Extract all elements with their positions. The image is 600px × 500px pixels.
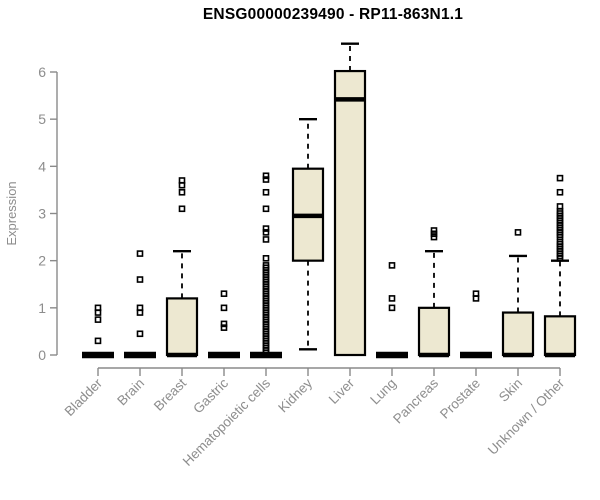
outlier-point <box>388 295 396 302</box>
box-group <box>291 117 325 351</box>
outlier-point <box>262 205 270 213</box>
box-iqr <box>543 315 577 357</box>
flat-box <box>208 351 240 359</box>
outlier-point <box>262 225 270 232</box>
x-tick-label: Lung <box>367 376 399 408</box>
y-tick-label: 0 <box>38 347 46 363</box>
outlier-point <box>94 337 102 345</box>
outlier-point <box>262 262 270 269</box>
x-tick-label: Liver <box>326 375 358 407</box>
outlier-point <box>178 188 186 196</box>
outlier-point <box>136 330 144 338</box>
box-group <box>165 177 199 358</box>
outlier-point <box>262 172 270 180</box>
outlier-point <box>262 255 270 262</box>
outlier-point <box>178 205 186 213</box>
outlier-point <box>262 188 270 196</box>
outlier-point <box>430 233 438 241</box>
outlier-point <box>178 177 186 184</box>
x-tick-label: Brain <box>114 376 147 409</box>
box-group <box>250 172 282 359</box>
x-tick-label: Prostate <box>437 376 483 422</box>
box-group <box>460 290 492 359</box>
flat-box <box>82 351 114 359</box>
outlier-point <box>388 304 396 312</box>
box-iqr <box>501 311 535 357</box>
flat-box <box>376 351 408 359</box>
box-group <box>417 227 451 358</box>
y-tick-label: 5 <box>38 111 46 127</box>
outlier-point <box>136 304 144 312</box>
flat-box <box>460 351 492 359</box>
box-group <box>376 262 408 359</box>
outlier-point <box>388 262 396 269</box>
outlier-point <box>262 229 270 236</box>
outlier-point <box>220 324 228 331</box>
outlier-point <box>556 188 564 196</box>
y-tick-label: 2 <box>38 253 46 269</box>
box-iqr <box>417 306 451 357</box>
outlier-point <box>556 174 564 182</box>
y-tick-label: 3 <box>38 206 46 222</box>
box-group <box>82 304 114 359</box>
outlier-point <box>220 290 228 297</box>
box-group <box>501 229 535 358</box>
box-group <box>124 250 156 359</box>
x-tick-label: Skin <box>496 376 525 405</box>
y-tick-label: 4 <box>38 158 46 174</box>
outlier-point <box>136 276 144 283</box>
x-tick-label: Bladder <box>62 375 106 419</box>
box-iqr <box>333 69 367 357</box>
outlier-point <box>472 290 480 297</box>
outlier-point <box>430 230 438 238</box>
x-tick-label: Breast <box>151 375 189 413</box>
y-tick-label: 6 <box>38 64 46 80</box>
outlier-point <box>220 320 228 328</box>
outlier-point <box>262 236 270 243</box>
outlier-point <box>430 227 438 234</box>
y-tick-label: 1 <box>38 300 46 316</box>
outlier-point <box>262 176 270 183</box>
box-iqr <box>165 297 199 357</box>
outlier-point <box>556 203 564 210</box>
outlier-point <box>94 316 102 323</box>
box-group <box>333 42 367 357</box>
outlier-point <box>514 229 522 236</box>
outlier-point <box>136 250 144 257</box>
outlier-point <box>94 304 102 312</box>
x-tick-label: Unknown / Other <box>485 375 568 458</box>
x-tick-label: Kidney <box>275 375 315 415</box>
flat-box <box>124 351 156 359</box>
box-group <box>208 290 240 359</box>
chart-title: ENSG00000239490 - RP11-863N1.1 <box>202 6 464 23</box>
x-tick-label: Gastric <box>190 375 231 416</box>
outlier-point <box>220 304 228 312</box>
box-group <box>543 174 577 358</box>
x-tick-label: Pancreas <box>390 375 441 426</box>
y-axis-title: Expression <box>4 181 19 245</box>
y-axis: 0 1 2 3 4 5 6 Expression <box>4 64 58 363</box>
